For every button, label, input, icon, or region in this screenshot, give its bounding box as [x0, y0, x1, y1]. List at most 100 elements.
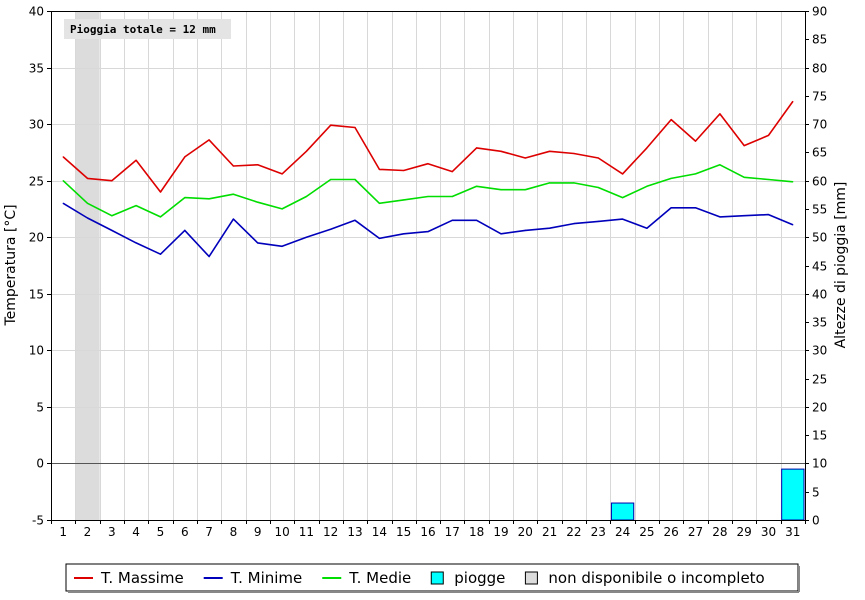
series-1-point-day-18: [476, 147, 478, 149]
right-tick-label: 40: [812, 288, 827, 302]
x-tick-label: 6: [181, 525, 189, 539]
series-1-point-day-6: [184, 156, 186, 158]
series-1-point-day-5: [159, 191, 162, 193]
series-1-point-day-31: [792, 100, 794, 103]
series-2-point-day-4: [135, 242, 137, 244]
series-1-point-day-2: [86, 177, 89, 179]
series-2-point-day-8: [232, 218, 234, 220]
series-3-point-day-1: [62, 180, 64, 182]
series-2-point-day-29: [743, 215, 745, 217]
series-2-point-day-2: [86, 217, 89, 219]
series-1-point-day-7: [208, 139, 210, 141]
left-tick-label: 15: [29, 288, 44, 302]
series-1-point-day-16: [427, 163, 429, 165]
legend-label-series-2: T. Minime: [230, 569, 303, 587]
series-3-point-day-30: [767, 178, 770, 181]
x-tick-label: 3: [108, 525, 116, 539]
series-3-point-day-9: [257, 201, 259, 203]
series-2-point-day-30: [767, 214, 770, 216]
series-3-point-day-7: [208, 198, 210, 200]
x-tick-label: 23: [591, 525, 606, 539]
left-tick-label: -5: [32, 514, 44, 528]
series-1-point-day-11: [305, 150, 307, 152]
right-tick-label: 25: [812, 373, 827, 387]
series-layer: [62, 100, 794, 258]
series-3-point-day-14: [378, 202, 380, 204]
series-1-point-day-28: [719, 113, 721, 115]
y-axis-title: Temperatura [°C]: [3, 204, 19, 326]
series-3-point-day-10: [281, 208, 283, 210]
series-2-point-day-23: [597, 220, 599, 222]
series-2-point-day-13: [354, 219, 356, 221]
series-1-point-day-10: [281, 173, 283, 175]
left-tick-label: 25: [29, 175, 44, 189]
unavailable-band-day-2: [75, 11, 100, 520]
series-3-point-day-8: [232, 193, 234, 195]
series-2-point-day-24: [622, 218, 624, 220]
right-tick-label: 15: [812, 429, 827, 443]
series-3-point-day-6: [184, 197, 186, 199]
series-1-point-day-25: [646, 147, 648, 149]
series-2-point-day-28: [719, 216, 721, 218]
series-1-point-day-29: [743, 145, 745, 147]
right-tick-label: 20: [812, 401, 827, 415]
series-1-point-day-1: [62, 156, 64, 158]
annotation-box: [64, 19, 231, 39]
left-tick-label: 10: [29, 344, 44, 358]
series-2-point-day-5: [159, 253, 162, 255]
left-tick-label: 0: [36, 457, 44, 471]
series-2-point-day-31: [792, 224, 794, 226]
series-3-point-day-31: [792, 181, 794, 183]
series-2-point-day-25: [646, 227, 648, 229]
x-tick-label: 7: [205, 525, 213, 539]
series-2-point-day-19: [500, 233, 502, 235]
legend-label-bars: piogge: [454, 569, 505, 587]
series-3-point-day-24: [622, 197, 624, 199]
x-tick-label: 1: [59, 525, 67, 539]
series-2-point-day-6: [184, 229, 186, 231]
rain-bar-day-31: [781, 468, 805, 521]
x-tick-label: 16: [420, 525, 435, 539]
legend: T. Massime T. Minime T. Medie piogge non dis…: [65, 563, 800, 593]
series-2-point-day-17: [451, 219, 453, 221]
series-1-point-day-17: [451, 171, 453, 173]
series-3-point-day-23: [597, 186, 599, 189]
series-1-point-day-12: [330, 124, 332, 126]
series-2-point-day-7: [208, 255, 210, 258]
x-tick-label: 21: [542, 525, 557, 539]
right-tick-label: 45: [812, 260, 827, 274]
left-tick-label: 20: [29, 231, 44, 245]
x-tick-label: 10: [274, 525, 289, 539]
series-2-point-day-16: [427, 231, 429, 233]
x-tick-label: 24: [615, 525, 630, 539]
series-2-point-day-14: [378, 237, 380, 239]
series-2-point-day-21: [549, 227, 551, 229]
series-1-point-day-26: [670, 119, 672, 121]
right-tick-label: 70: [812, 118, 827, 132]
series-1-point-day-22: [573, 152, 575, 155]
right-tick-label: 5: [812, 486, 820, 500]
legend-items: T. Massime T. Minime T. Medie piogge non dis…: [74, 569, 765, 587]
plot-area: [51, 11, 806, 521]
right-tick-label: 60: [812, 175, 827, 189]
series-2-point-day-18: [476, 219, 478, 221]
x-tick-label: 17: [445, 525, 460, 539]
series-1-point-day-8: [232, 165, 234, 167]
x-tick-label: 11: [299, 525, 314, 539]
legend-label-series-3: T. Medie: [348, 569, 411, 587]
x-tick-label: 14: [372, 525, 387, 539]
right-tick-label: 55: [812, 203, 827, 217]
series-3-point-day-21: [549, 182, 551, 184]
series-3-point-day-11: [305, 195, 307, 198]
x-tick-label: 18: [469, 525, 484, 539]
series-1-point-day-13: [354, 126, 356, 129]
series-1-point-day-30: [767, 134, 770, 136]
series-1-point-day-24: [622, 173, 624, 175]
series-1-point-day-9: [257, 164, 259, 166]
series-2-point-day-12: [330, 228, 332, 230]
x-tick-label: 13: [347, 525, 362, 539]
series-2-point-day-11: [305, 236, 307, 238]
series-1-point-day-21: [549, 150, 551, 152]
series-3-point-day-29: [743, 176, 745, 178]
series-3-point-day-16: [427, 195, 429, 198]
